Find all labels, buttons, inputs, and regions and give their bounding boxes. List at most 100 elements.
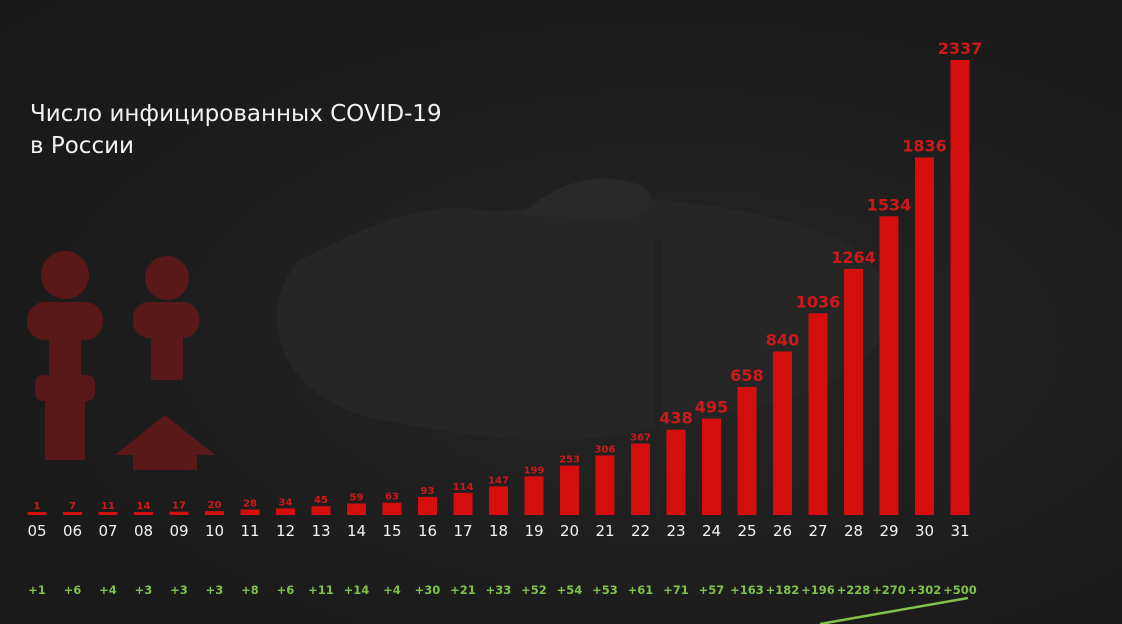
chart-title: Число инфицированных COVID-19 в России (30, 98, 442, 162)
day-label-30: 30 (915, 522, 934, 540)
value-label-27: 1036 (796, 292, 841, 311)
daily-increase-20: +54 (557, 583, 583, 597)
value-label-30: 1836 (902, 137, 947, 156)
daily-increase-26: +182 (766, 583, 800, 597)
bar-08 (134, 512, 153, 515)
value-label-05: 1 (34, 501, 41, 512)
bar-18 (489, 486, 508, 515)
day-label-11: 11 (240, 522, 259, 540)
day-label-27: 27 (808, 522, 827, 540)
bar-05 (27, 512, 47, 515)
value-label-07: 11 (101, 501, 115, 512)
bar-23 (666, 429, 686, 515)
day-label-31: 31 (950, 522, 969, 540)
bar-11 (240, 509, 260, 515)
bar-25 (737, 386, 757, 515)
daily-increase-22: +61 (628, 583, 654, 597)
value-label-15: 63 (385, 492, 399, 503)
day-label-25: 25 (737, 522, 756, 540)
bar-12 (276, 508, 295, 515)
value-label-28: 1264 (831, 248, 876, 267)
day-label-14: 14 (347, 522, 366, 540)
daily-increase-23: +71 (663, 583, 689, 597)
bar-16 (418, 496, 437, 515)
person-icon (27, 251, 103, 460)
day-label-28: 28 (844, 522, 863, 540)
bar-14 (347, 503, 366, 515)
value-label-08: 14 (137, 501, 151, 512)
day-label-13: 13 (311, 522, 330, 540)
bar-15 (382, 502, 402, 515)
daily-increase-29: +270 (872, 583, 906, 597)
bar-07 (98, 512, 118, 515)
daily-increase-25: +163 (730, 583, 764, 597)
value-label-06: 7 (69, 501, 76, 512)
value-label-20: 253 (559, 455, 580, 466)
value-label-11: 28 (243, 499, 257, 510)
daily-increase-05: +1 (28, 583, 46, 597)
bar-30 (915, 157, 934, 515)
bar-24 (702, 418, 721, 515)
daily-increase-19: +52 (521, 583, 547, 597)
day-label-21: 21 (595, 522, 614, 540)
people-decoration (27, 251, 215, 470)
day-labels-group: 05 06 07 08 09 10 11 12 13 14 15 16 17 18 19 20 21 22 23 24… (27, 522, 969, 540)
day-label-19: 19 (524, 522, 543, 540)
value-label-21: 306 (595, 444, 616, 455)
daily-increase-13: +11 (308, 583, 334, 597)
day-label-26: 26 (773, 522, 792, 540)
bars-group (27, 60, 970, 516)
daily-increase-17: +21 (450, 583, 476, 597)
bar-26 (773, 351, 792, 515)
daily-increase-15: +4 (383, 583, 401, 597)
daily-increase-10: +3 (206, 583, 224, 597)
value-label-09: 17 (172, 501, 186, 512)
bar-28 (844, 268, 863, 515)
daily-increase-14: +14 (344, 583, 370, 597)
daily-increase-11: +8 (241, 583, 259, 597)
value-label-16: 93 (421, 486, 435, 497)
daily-increase-08: +3 (135, 583, 153, 597)
title-line-1: Число инфицированных COVID-19 (30, 101, 442, 127)
day-label-15: 15 (382, 522, 401, 540)
day-label-07: 07 (98, 522, 117, 540)
bar-19 (524, 476, 544, 515)
bar-13 (311, 506, 331, 515)
daily-increase-labels-group: +1 +6 +4 +3 +3 +3 +8 +6 +11 +14 +4 +30 +21 +33 +52 +54 +… (28, 583, 977, 597)
daily-increase-27: +196 (801, 583, 835, 597)
day-label-23: 23 (666, 522, 685, 540)
bar-10 (205, 511, 224, 515)
daily-increase-30: +302 (908, 583, 942, 597)
day-label-16: 16 (418, 522, 437, 540)
value-label-25: 658 (730, 366, 763, 385)
value-label-22: 367 (630, 433, 651, 444)
bar-31 (950, 60, 970, 515)
bar-27 (808, 313, 828, 515)
daily-increase-31: +500 (943, 583, 977, 597)
value-label-29: 1534 (867, 195, 912, 214)
daily-increase-18: +33 (486, 583, 512, 597)
value-label-23: 438 (659, 409, 692, 428)
daily-increase-07: +4 (99, 583, 117, 597)
day-label-08: 08 (134, 522, 153, 540)
day-label-20: 20 (560, 522, 579, 540)
value-label-24: 495 (695, 398, 728, 417)
bar-20 (560, 465, 579, 515)
daily-increase-21: +53 (592, 583, 618, 597)
bar-17 (453, 492, 473, 515)
bar-09 (169, 511, 189, 515)
value-label-31: 2337 (938, 39, 983, 58)
growth-trend-line (819, 596, 969, 624)
daily-increase-09: +3 (170, 583, 188, 597)
bar-22 (631, 443, 650, 515)
day-label-29: 29 (879, 522, 898, 540)
day-label-12: 12 (276, 522, 295, 540)
title-line-2: в России (30, 133, 134, 159)
bar-21 (595, 455, 615, 515)
value-label-13: 45 (314, 495, 328, 506)
daily-increase-12: +6 (277, 583, 295, 597)
